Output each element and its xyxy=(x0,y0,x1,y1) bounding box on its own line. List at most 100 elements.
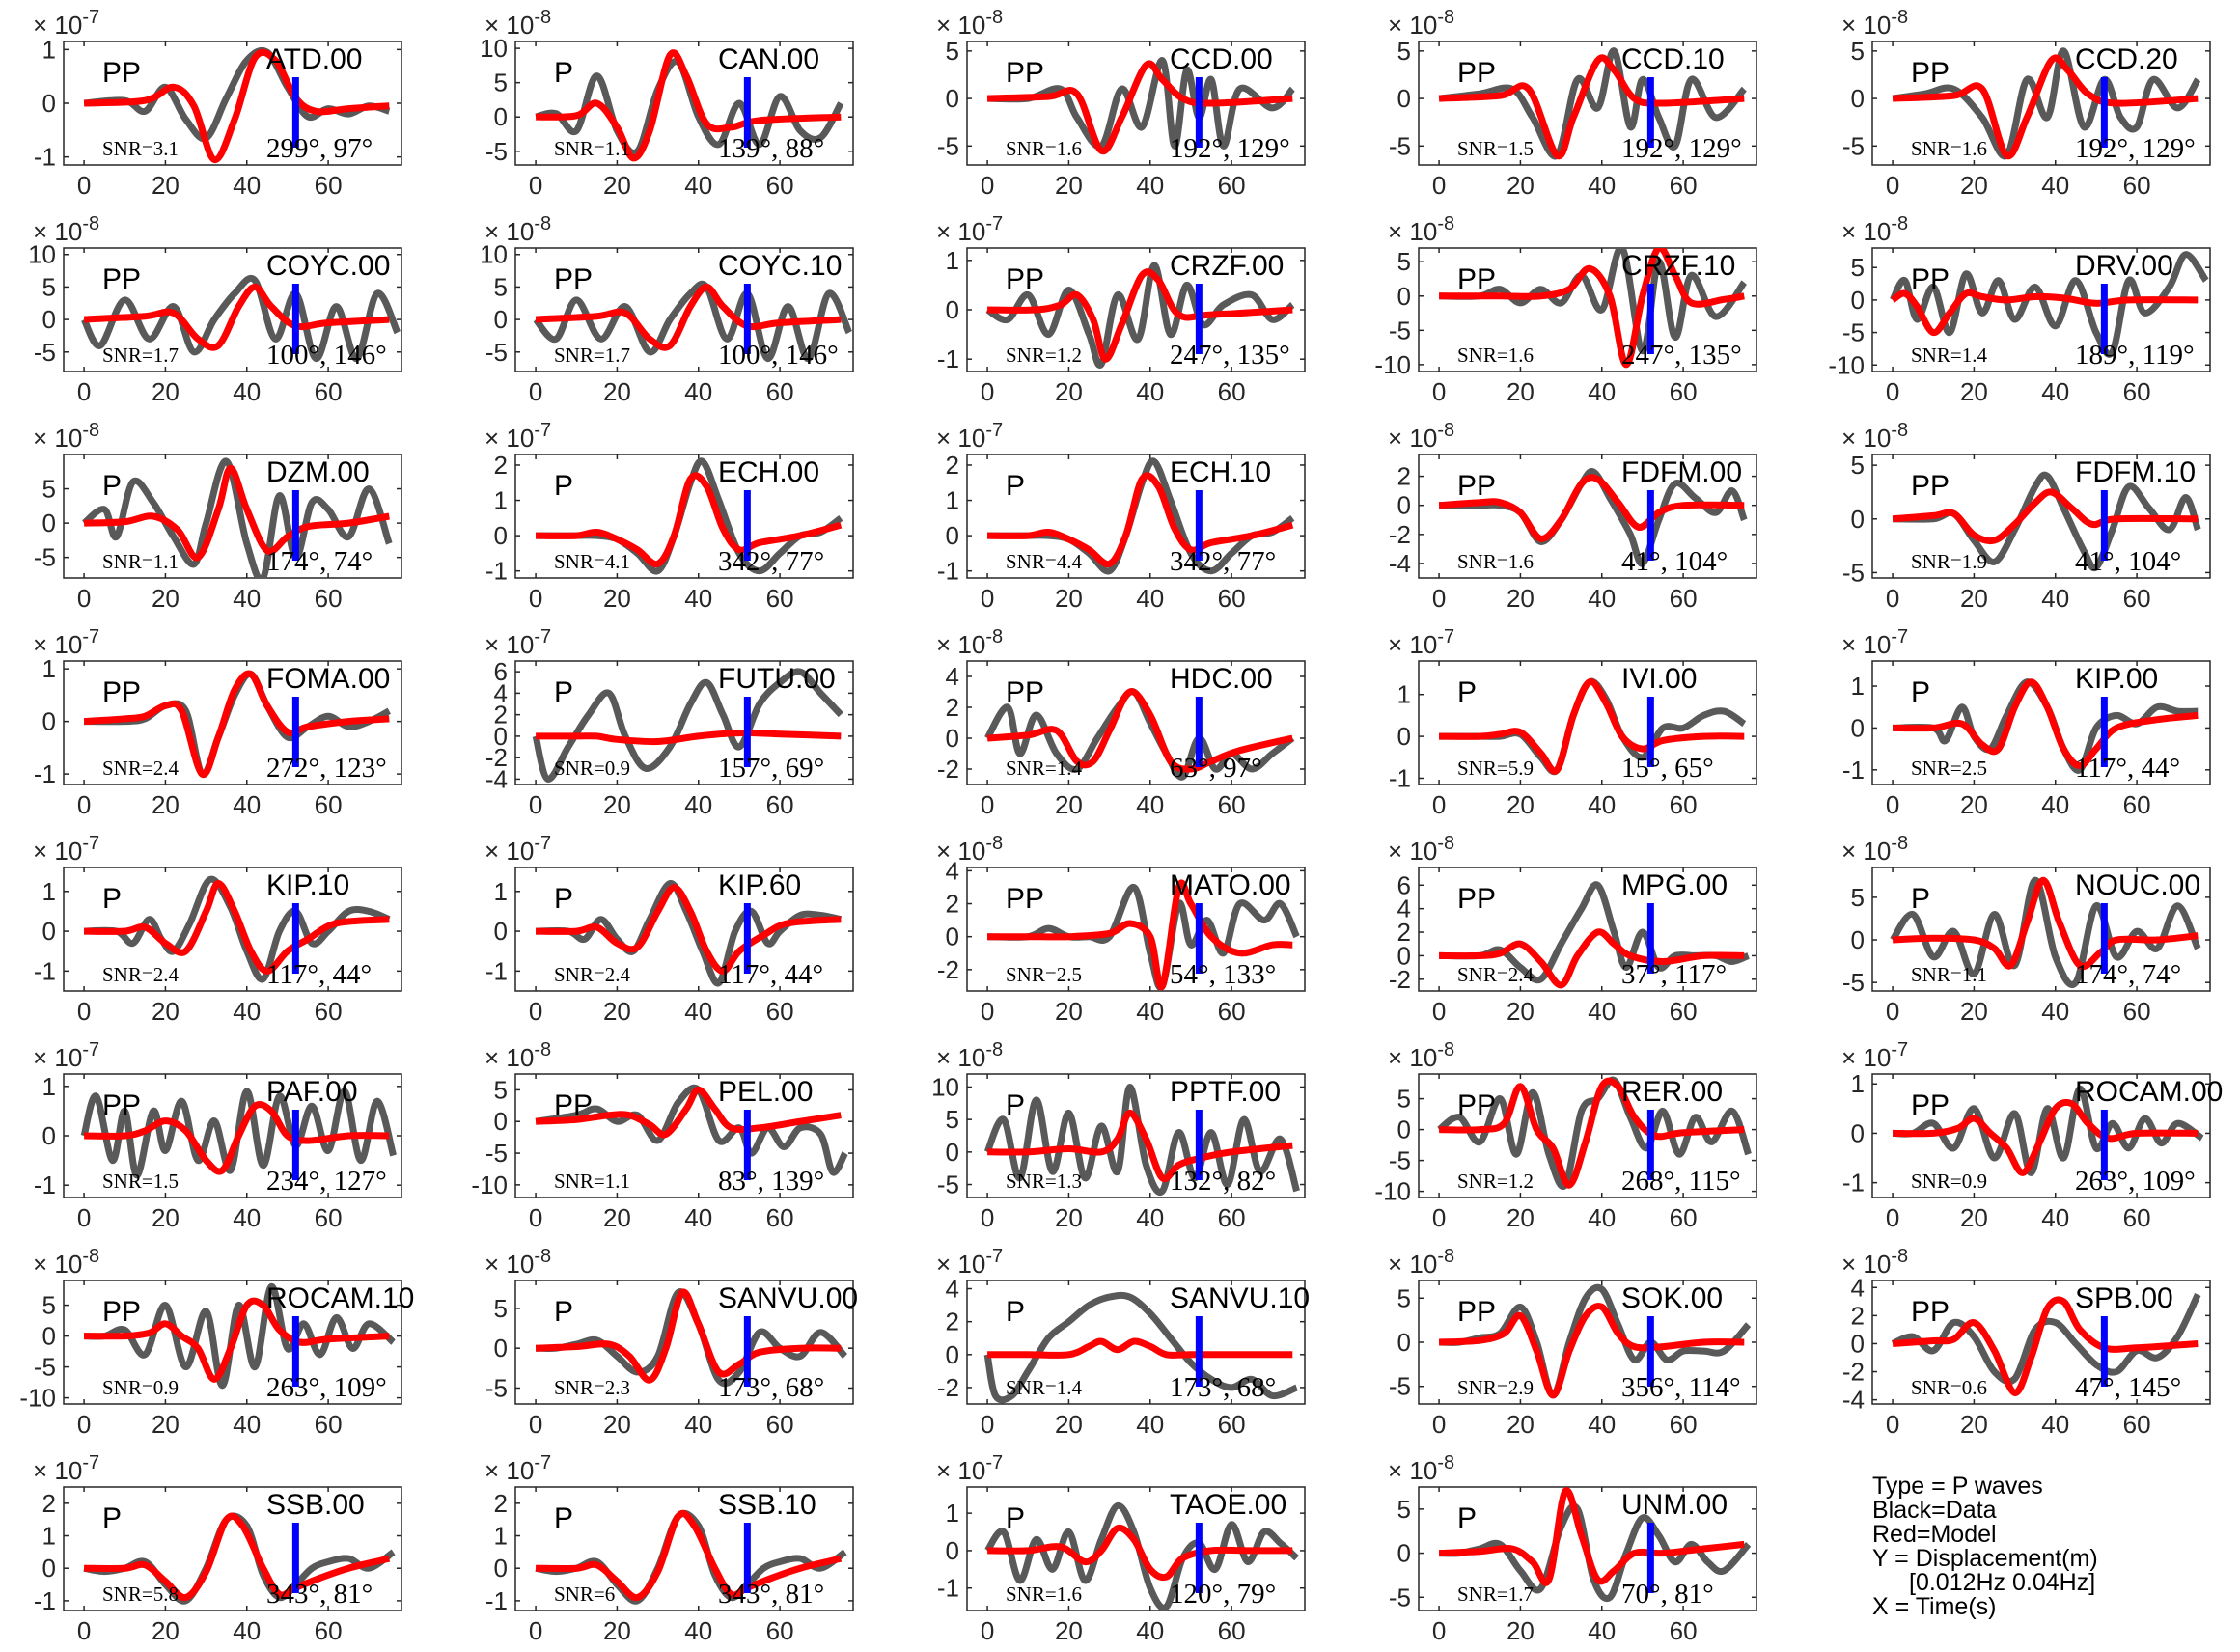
legend-model: Red=Model xyxy=(1872,1521,1997,1548)
y-tick-label: 10 xyxy=(28,240,56,269)
phase-type-label: PP xyxy=(1457,470,1496,502)
station-label: COYC.10 xyxy=(718,250,842,282)
snr-label: SNR=3.1 xyxy=(102,137,179,160)
station-label: FUTU.00 xyxy=(718,663,836,695)
azimuth-angles-label: 132°, 82° xyxy=(1170,1166,1276,1197)
snr-label: SNR=1.7 xyxy=(1457,1583,1534,1606)
y-tick-label: -2 xyxy=(937,755,959,784)
x-tick-label: 20 xyxy=(152,997,180,1026)
phase-type-label: PP xyxy=(1911,263,1950,295)
azimuth-angles-label: 192°, 129° xyxy=(1170,133,1290,164)
y-tick-label: -1 xyxy=(937,557,959,586)
station-label: TAOE.00 xyxy=(1170,1489,1286,1521)
y-tick-label: 0 xyxy=(946,84,959,113)
y-exponent-label: × 10-8 xyxy=(33,1246,99,1279)
azimuth-angles-label: 343°, 81° xyxy=(718,1579,824,1610)
data-waveform xyxy=(80,275,401,363)
x-tick-label: 60 xyxy=(2123,997,2151,1026)
y-tick-label: 0 xyxy=(494,305,508,334)
x-tick-label: 60 xyxy=(1670,1203,1698,1232)
y-exponent-label: × 10-8 xyxy=(936,626,1003,659)
y-tick-label: 5 xyxy=(1851,253,1865,282)
y-tick-label: 1 xyxy=(946,1499,959,1528)
x-tick-label: 20 xyxy=(152,1616,180,1645)
x-tick-label: 60 xyxy=(315,1616,343,1645)
y-tick-label: -1 xyxy=(34,759,56,788)
y-tick-label: -5 xyxy=(937,1170,959,1199)
x-tick-label: 20 xyxy=(1055,1203,1083,1232)
x-tick-label: 0 xyxy=(1432,1410,1446,1439)
x-tick-label: 40 xyxy=(1136,377,1164,406)
y-tick-label: 5 xyxy=(1397,37,1411,66)
y-tick-label: 1 xyxy=(42,1072,56,1101)
y-tick-label: 0 xyxy=(1851,286,1865,315)
x-tick-label: 20 xyxy=(1960,584,1988,613)
y-exponent-label: × 10-8 xyxy=(936,1039,1003,1072)
station-label: SANVU.00 xyxy=(718,1282,858,1314)
phase-type-label: PP xyxy=(554,1089,593,1121)
station-label: PEL.00 xyxy=(718,1076,813,1108)
x-tick-label: 20 xyxy=(603,1410,631,1439)
phase-type-label: P xyxy=(102,1502,122,1534)
azimuth-angles-label: 174°, 74° xyxy=(266,546,373,577)
x-tick-label: 20 xyxy=(1507,171,1535,200)
phase-type-label: PP xyxy=(1006,57,1044,89)
x-tick-label: 20 xyxy=(1507,377,1535,406)
snr-label: SNR=2.3 xyxy=(554,1376,630,1399)
snr-label: SNR=1.5 xyxy=(102,1170,179,1193)
snr-label: SNR=1.1 xyxy=(1911,963,1987,986)
x-tick-label: 20 xyxy=(1960,377,1988,406)
azimuth-angles-label: 117°, 44° xyxy=(266,959,372,990)
y-tick-label: -5 xyxy=(485,1373,508,1402)
y-tick-label: 0 xyxy=(1851,925,1865,954)
snr-label: SNR=1.4 xyxy=(1006,757,1082,780)
model-waveform xyxy=(1439,678,1745,775)
data-waveform xyxy=(987,57,1295,151)
y-tick-label: 10 xyxy=(480,34,508,63)
station-label: COYC.00 xyxy=(266,250,390,282)
panel-frame xyxy=(1871,867,2211,992)
y-tick-label: -1 xyxy=(34,1586,56,1615)
snr-label: SNR=1.2 xyxy=(1006,344,1082,367)
panel-frame xyxy=(514,660,854,785)
panel-coyc-10: 0 20 40 60 -5 0 5 10× 10-8PP COYC.10 SNR=1.7 100°,… xyxy=(480,213,854,406)
panel-coyc-00: 0 20 40 60 -5 0 5 10× 10-8PP COYC.00 SNR=1.7 100°,… xyxy=(28,213,402,406)
model-waveform xyxy=(84,1512,391,1602)
y-exponent-label: × 10-8 xyxy=(484,7,551,40)
x-tick-label: 20 xyxy=(1960,790,1988,819)
x-tick-label: 20 xyxy=(1507,1616,1535,1645)
y-exponent-label: × 10-8 xyxy=(1388,1452,1454,1485)
y-tick-label: 0 xyxy=(494,722,508,751)
y-tick-label: -1 xyxy=(485,956,508,985)
x-tick-label: 0 xyxy=(1432,1616,1446,1645)
phase-type-label: PP xyxy=(1911,1296,1950,1328)
panel-atd-00: 0 20 40 60 -1 0 1× 10-7PP ATD.00 SNR=3.1 299°, 97… xyxy=(33,7,402,200)
phase-type-label: PP xyxy=(102,1296,141,1328)
model-waveform xyxy=(987,1524,1293,1582)
x-tick-label: 60 xyxy=(2123,377,2151,406)
panel-frame xyxy=(966,660,1306,785)
y-tick-label: 0 xyxy=(1851,505,1865,534)
phase-type-label: P xyxy=(554,1296,573,1328)
data-waveform xyxy=(1889,251,2209,358)
y-tick-label: 0 xyxy=(42,917,56,946)
x-tick-label: 0 xyxy=(981,1203,994,1232)
panel-frame xyxy=(63,1486,402,1611)
y-tick-label: -1 xyxy=(937,344,959,373)
y-tick-label: 4 xyxy=(494,678,508,707)
panel-sanvu-10: 0 20 40 60 -2 0 2 4× 10-7P SANVU.10 SNR=1.4 173°, … xyxy=(936,1246,1310,1439)
phase-type-label: PP xyxy=(1457,1296,1496,1328)
azimuth-angles-label: 356°, 114° xyxy=(1621,1372,1741,1403)
x-tick-label: 60 xyxy=(1218,1203,1246,1232)
x-tick-label: 40 xyxy=(1588,997,1616,1026)
azimuth-angles-label: 189°, 119° xyxy=(2075,340,2195,371)
azimuth-angles-label: 342°, 77° xyxy=(1170,546,1276,577)
x-tick-label: 0 xyxy=(981,377,994,406)
y-tick-label: 2 xyxy=(494,1489,508,1518)
x-tick-label: 0 xyxy=(1432,1203,1446,1232)
model-waveform xyxy=(1438,1303,1745,1399)
station-label: MPG.00 xyxy=(1621,869,1728,901)
y-tick-label: 0 xyxy=(946,521,959,550)
phase-type-label: P xyxy=(1006,1502,1025,1534)
legend: Type = P waves Black=Data Red=Model Y = … xyxy=(1872,1474,2098,1619)
